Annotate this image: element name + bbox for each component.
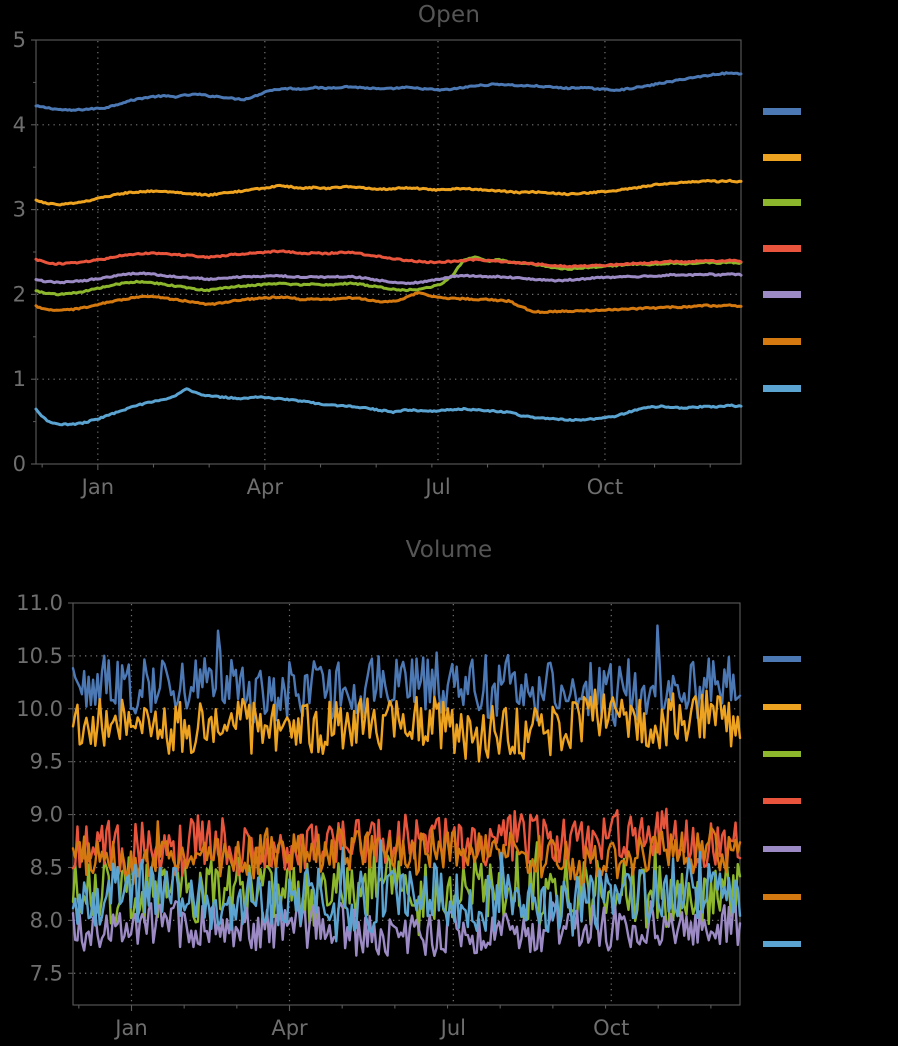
svg-text:9.0: 9.0 — [30, 803, 63, 827]
svg-text:Jan: Jan — [80, 475, 114, 499]
legend-swatch-volume-1[interactable] — [763, 656, 801, 662]
svg-text:8.5: 8.5 — [30, 855, 63, 879]
legend-swatch-open-3[interactable] — [763, 199, 801, 206]
svg-text:1: 1 — [13, 367, 26, 391]
svg-text:Apr: Apr — [247, 475, 284, 499]
panel-title-open: Open — [417, 2, 481, 28]
svg-text:7.5: 7.5 — [30, 961, 63, 985]
legend-swatch-open-7[interactable] — [763, 385, 801, 392]
legend-swatch-volume-3[interactable] — [763, 751, 801, 757]
plot-open: 0 1 2 3 4 5 Jan Apr Jul Oct — [13, 28, 743, 499]
svg-text:3: 3 — [13, 198, 26, 222]
svg-text:9.5: 9.5 — [30, 750, 63, 774]
plot-volume: 7.5 8.0 8.5 9.0 9.5 10.0 10.5 11.0 Jan Apr Jul Oct — [16, 591, 742, 1040]
svg-text:4: 4 — [13, 113, 26, 137]
legend-swatch-open-5[interactable] — [763, 291, 801, 298]
panel-open: Open 0 1 2 3 4 5 Jan Apr Jul Oct — [13, 2, 801, 499]
legend-swatch-volume-2[interactable] — [763, 704, 801, 710]
legend-swatch-open-4[interactable] — [763, 245, 801, 252]
svg-text:2: 2 — [13, 282, 26, 306]
legend-swatch-open-1[interactable] — [763, 108, 801, 115]
legend-swatch-volume-4[interactable] — [763, 798, 801, 804]
svg-text:Jan: Jan — [113, 1016, 147, 1040]
legend-swatch-volume-5[interactable] — [763, 846, 801, 852]
panel-title-volume: Volume — [405, 537, 493, 563]
legend-swatch-open-6[interactable] — [763, 338, 801, 345]
svg-text:Apr: Apr — [271, 1016, 308, 1040]
svg-text:11.0: 11.0 — [16, 591, 63, 615]
svg-text:Oct: Oct — [587, 475, 623, 499]
legend-swatch-open-2[interactable] — [763, 154, 801, 161]
svg-text:Oct: Oct — [593, 1016, 629, 1040]
svg-text:Jul: Jul — [423, 475, 450, 499]
panel-volume: Volume 7.5 8.0 8.5 9.0 9.5 10.0 10.5 11.0 Jan Apr… — [0, 523, 898, 1046]
legend-swatch-volume-7[interactable] — [763, 941, 801, 947]
svg-text:8.0: 8.0 — [30, 908, 63, 932]
svg-text:10.5: 10.5 — [16, 644, 63, 668]
svg-text:0: 0 — [13, 452, 26, 476]
svg-text:Jul: Jul — [439, 1016, 466, 1040]
svg-text:5: 5 — [13, 28, 26, 52]
svg-text:10.0: 10.0 — [16, 697, 63, 721]
legend-swatch-volume-6[interactable] — [763, 894, 801, 900]
